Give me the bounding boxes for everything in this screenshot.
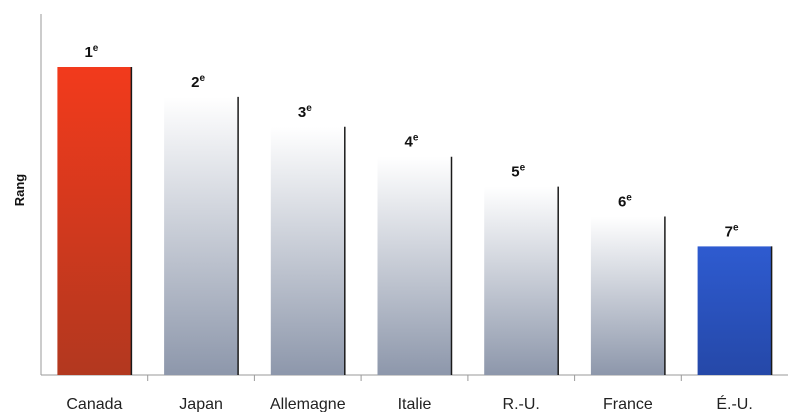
x-tick-label-france: France bbox=[603, 396, 653, 412]
x-tick-label-allemagne: Allemagne bbox=[270, 396, 346, 412]
data-label-canada: 1e bbox=[84, 43, 98, 61]
x-tick-label-canada: Canada bbox=[66, 396, 122, 412]
bar-france bbox=[590, 216, 665, 375]
x-tick-label-italie: Italie bbox=[398, 396, 432, 412]
data-label-u: 7e bbox=[725, 222, 739, 240]
data-label-france: 6e bbox=[618, 193, 632, 211]
x-tick-label-japan: Japan bbox=[179, 396, 223, 412]
x-ticks-group: Canada Japan Allemagne Italie R.-U. France É.-… bbox=[66, 375, 753, 412]
data-label-allemagne: 3e bbox=[298, 103, 312, 121]
bars-group bbox=[57, 67, 773, 376]
data-label-italie: 4e bbox=[405, 133, 419, 151]
x-tick-label-u: É.-U. bbox=[716, 394, 752, 412]
x-tick-label-r-u: R.-U. bbox=[503, 396, 540, 412]
data-label-japan: 2e bbox=[191, 73, 205, 91]
bar-italie bbox=[377, 156, 452, 375]
bar-r-u bbox=[484, 186, 559, 375]
bar-u bbox=[697, 246, 772, 375]
data-label-r-u: 5e bbox=[511, 163, 525, 181]
bar-allemagne bbox=[270, 126, 345, 375]
bar-canada bbox=[57, 67, 132, 375]
bar-japan bbox=[164, 96, 239, 376]
data-labels-group: 1e 2e 3e 4e 5e 6e 7e bbox=[84, 43, 739, 240]
y-axis-label: Rang bbox=[12, 174, 27, 207]
